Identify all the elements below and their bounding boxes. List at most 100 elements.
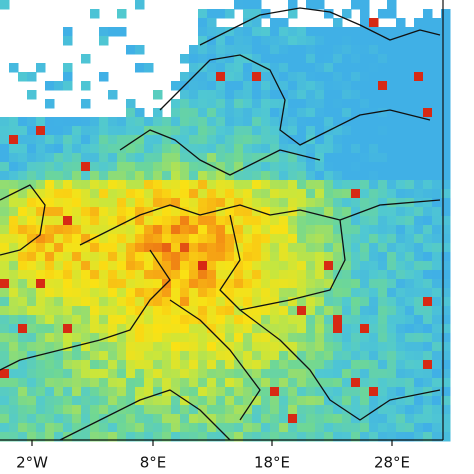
heatmap-cell [360,279,370,289]
heatmap-cell [423,135,433,145]
heatmap-cell [324,72,334,82]
heatmap-cell [207,135,217,145]
heatmap-cell [288,333,298,343]
heatmap-cell [81,243,91,253]
heatmap-cell [72,369,82,379]
heatmap-cell [333,216,343,226]
heatmap-cell [153,126,163,136]
heatmap-cell [351,432,361,442]
heatmap-cell [216,9,226,19]
heatmap-cell [441,243,451,253]
heatmap-cell [423,261,433,271]
heatmap-cell [378,369,388,379]
heatmap-cell [243,153,253,163]
heatmap-cell [351,279,361,289]
heatmap-cell [0,297,10,307]
heatmap-cell [144,243,154,253]
heatmap-cell [279,18,289,28]
heatmap-cell [324,189,334,199]
heatmap-cell [45,99,55,109]
heatmap-cell [54,252,64,262]
heatmap-cell [252,306,262,316]
heatmap-cell [387,90,397,100]
heatmap-cell [9,405,19,415]
heatmap-cell [288,216,298,226]
heatmap-cell [360,360,370,370]
heatmap-cell [0,324,10,334]
heatmap-cell [396,45,406,55]
heatmap-cell [18,126,28,136]
heatmap-cell [270,144,280,154]
heatmap-cell [306,306,316,316]
heatmap-cell [54,261,64,271]
heatmap-cell [90,333,100,343]
heatmap-cell [108,189,118,199]
heatmap-cell [81,153,91,163]
heatmap-cell [225,135,235,145]
heatmap-cell [342,207,352,217]
heatmap-cell [207,144,217,154]
heatmap-cell [333,36,343,46]
heatmap-cell [135,216,145,226]
heatmap-cell [306,387,316,397]
heatmap-cell [27,252,37,262]
heatmap-cell [279,198,289,208]
heatmap-cell [351,270,361,280]
heatmap-cell [369,45,379,55]
heatmap-cell [405,216,415,226]
heatmap-cell [351,360,361,370]
heatmap-cell [270,279,280,289]
heatmap-cell [360,9,370,19]
heatmap-cell [99,234,109,244]
heatmap-cell [333,27,343,37]
heatmap-cell [324,396,334,406]
heatmap-cell [378,27,388,37]
heatmap-cell [279,54,289,64]
heatmap-cell [216,279,226,289]
heatmap-cell [108,144,118,154]
heatmap-cell [396,126,406,136]
heatmap-cell [441,342,451,352]
heatmap-cell [117,342,127,352]
heatmap-cell [414,378,424,388]
heatmap-cell [387,261,397,271]
heatmap-cell [405,162,415,172]
heatmap-cell [27,126,37,136]
heatmap-cell [99,405,109,415]
heatmap-cell [360,108,370,118]
heatmap-cell [189,135,199,145]
heatmap-cell [414,171,424,181]
heatmap-cell [297,288,307,298]
heatmap-cell [396,306,406,316]
heatmap-cell [54,117,64,127]
heatmap-cell [414,207,424,217]
heatmap-cell [117,378,127,388]
heatmap-cell [180,135,190,145]
heatmap-cell [405,126,415,136]
heatmap-cell [234,270,244,280]
heatmap-cell [432,405,442,415]
heatmap-cell [414,252,424,262]
heatmap-cell [360,126,370,136]
heatmap-cell [162,234,172,244]
heatmap-cell [135,207,145,217]
heatmap-cell [63,144,73,154]
heatmap-cell [360,153,370,163]
heatmap-cell [99,153,109,163]
heatmap-cell [243,45,253,55]
heatmap-cell [297,225,307,235]
heatmap-cell [423,198,433,208]
heatmap-cell [441,162,451,172]
heatmap-cell [234,279,244,289]
heatmap-cell [252,171,262,181]
borders [0,7,441,441]
heatmap-cell [369,279,379,289]
heatmap-cell [243,18,253,28]
heatmap-cell [153,117,163,127]
heatmap-cell [423,423,433,433]
heatmap-cell [36,324,46,334]
heatmap-cell [351,63,361,73]
heatmap-cell [153,171,163,181]
heatmap-cell [297,54,307,64]
heatmap-cell [387,234,397,244]
